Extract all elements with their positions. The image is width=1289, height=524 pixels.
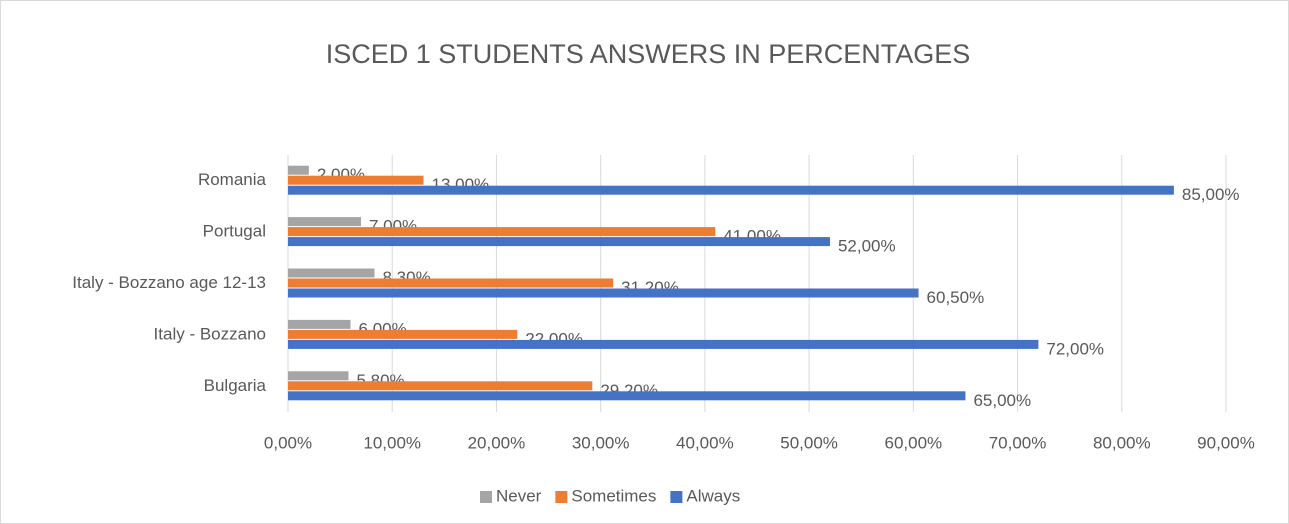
legend-swatch — [480, 491, 492, 503]
legend-label: Never — [496, 486, 542, 505]
x-tick-label: 0,00% — [264, 433, 312, 452]
x-tick-label: 20,00% — [468, 433, 526, 452]
y-tick-label: Bulgaria — [204, 376, 267, 395]
x-tick-label: 70,00% — [989, 433, 1047, 452]
bar — [288, 288, 919, 298]
bar — [288, 175, 424, 185]
bar — [288, 371, 349, 381]
x-tick-label: 50,00% — [780, 433, 838, 452]
legend-label: Always — [686, 486, 740, 505]
value-label: 60,50% — [927, 288, 985, 307]
bar — [288, 319, 351, 329]
value-label: 72,00% — [1046, 339, 1104, 358]
legend-label: Sometimes — [571, 486, 656, 505]
bar — [288, 217, 361, 227]
value-label: 52,00% — [838, 237, 896, 256]
bar — [288, 237, 830, 247]
x-tick-label: 60,00% — [884, 433, 942, 452]
bar — [288, 329, 518, 339]
y-tick-label: Romania — [198, 170, 267, 189]
chart-title: ISCED 1 STUDENTS ANSWERS IN PERCENTAGES — [326, 39, 971, 69]
y-tick-label: Italy - Bozzano age 12-13 — [72, 273, 266, 292]
bar — [288, 227, 716, 237]
legend-swatch — [670, 491, 683, 503]
bar — [288, 278, 614, 288]
value-label: 85,00% — [1182, 185, 1240, 204]
bar — [288, 381, 593, 391]
bar — [288, 391, 966, 401]
y-tick-label: Portugal — [203, 222, 266, 241]
x-tick-label: 10,00% — [363, 433, 421, 452]
y-tick-label: Italy - Bozzano — [154, 324, 266, 343]
legend-swatch — [555, 491, 568, 503]
value-label: 65,00% — [973, 391, 1031, 410]
x-tick-label: 80,00% — [1093, 433, 1151, 452]
x-tick-label: 40,00% — [676, 433, 734, 452]
bar — [288, 185, 1174, 195]
x-tick-label: 90,00% — [1197, 433, 1255, 452]
bar — [288, 339, 1039, 349]
bar — [288, 165, 309, 175]
x-tick-label: 30,00% — [572, 433, 630, 452]
bar — [288, 268, 375, 278]
